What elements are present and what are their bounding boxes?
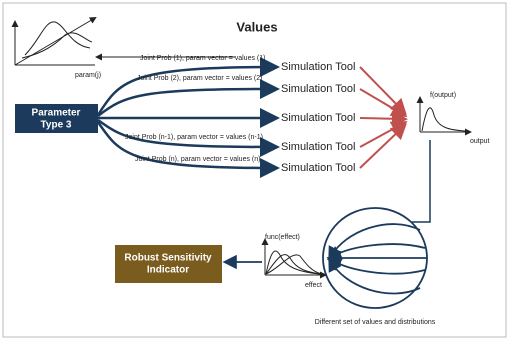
connector (412, 140, 431, 223)
simulation-tool: Simulation Tool (281, 162, 355, 174)
link-label: Joint Prob (n), param vector = values (n… (135, 156, 260, 163)
simulation-tool: Simulation Tool (281, 61, 355, 73)
axis-label: effect (305, 282, 322, 289)
source-box (15, 104, 98, 133)
axis-label: f(output) (430, 92, 456, 99)
axis-label: output (470, 138, 490, 145)
link-label: Joint Prob (n-1), param vector = values … (125, 134, 263, 141)
input-plot (11, 16, 97, 66)
distribution-sets (322, 207, 428, 309)
aggregate-arrows (359, 66, 408, 169)
source-label: Type 3 (41, 120, 72, 131)
simulation-tool: Simulation Tool (281, 112, 355, 124)
links (96, 57, 280, 178)
simulation-tool: Simulation Tool (281, 83, 355, 95)
caption: Different set of values and distribution… (315, 319, 436, 326)
effect-plot (261, 238, 327, 279)
result-box (115, 245, 222, 283)
link-label: Joint Prob (2), param vector = values (2… (137, 75, 262, 82)
title: Values (236, 19, 277, 34)
output-plot (416, 96, 472, 136)
link-label: Joint Prob (1), param vector = values (1… (140, 55, 265, 62)
result-label: Robust Sensitivity (124, 253, 212, 264)
axis-label: param(j) (75, 72, 101, 79)
axis-label: func(effect) (265, 234, 300, 241)
frame (2, 2, 507, 338)
source-label: Parameter (32, 108, 81, 119)
result-label: Indicator (147, 265, 189, 276)
simulation-tool: Simulation Tool (281, 141, 355, 153)
